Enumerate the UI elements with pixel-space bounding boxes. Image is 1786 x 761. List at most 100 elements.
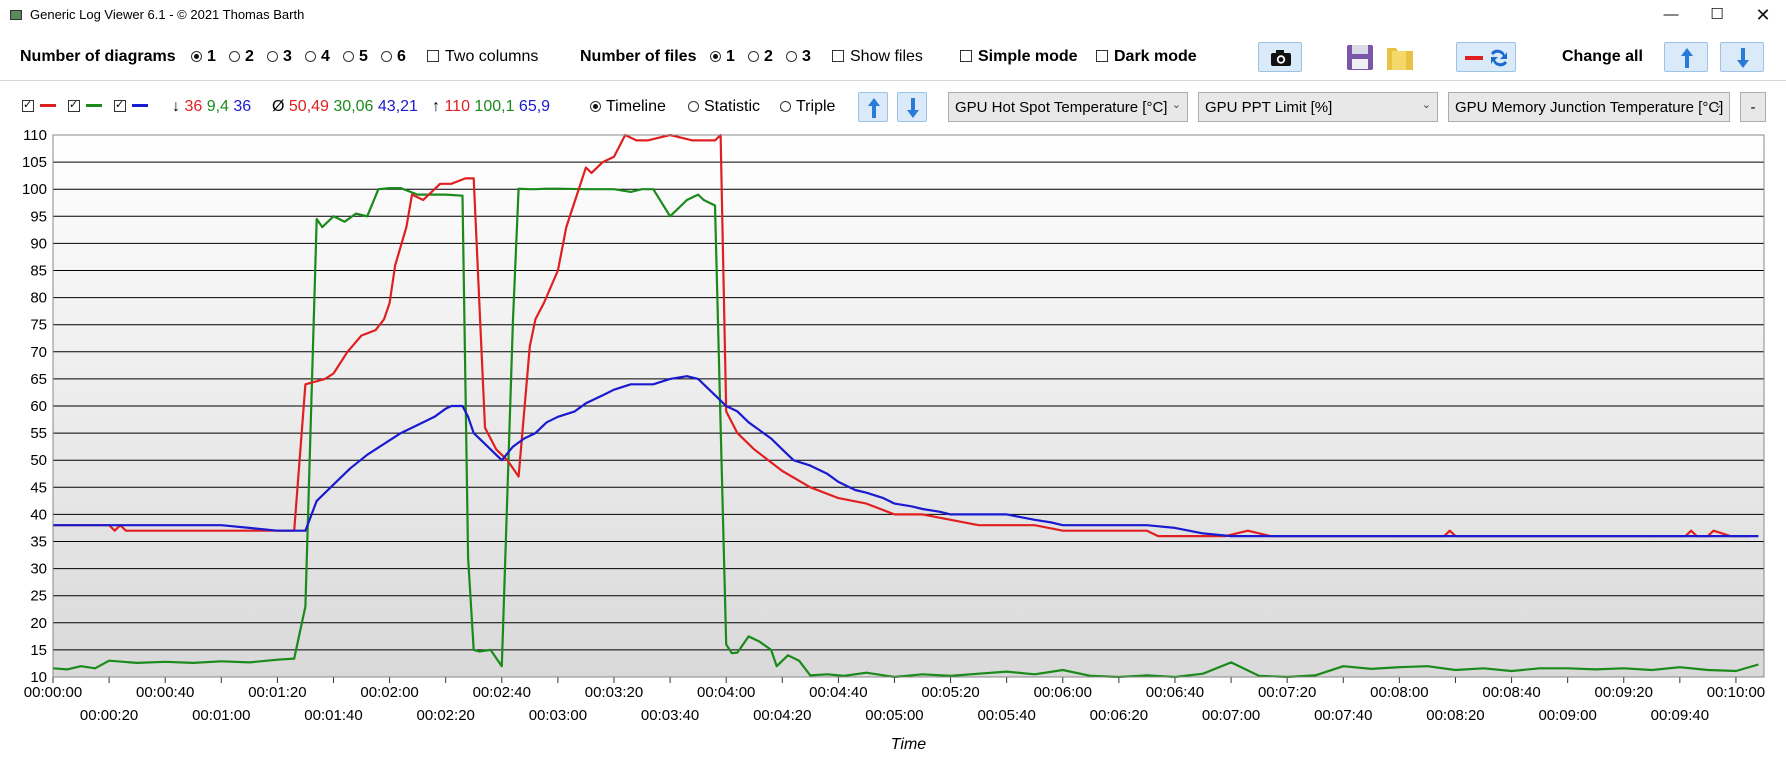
y-tick-label: 105 (22, 154, 47, 171)
y-tick-label: 55 (30, 425, 47, 442)
diagram-down-button[interactable] (897, 92, 927, 122)
minimize-button[interactable]: — (1663, 6, 1679, 23)
save-button[interactable] (1344, 42, 1376, 72)
radio-icon (343, 51, 354, 62)
diagram-option-4[interactable]: 4 (305, 48, 330, 66)
y-tick-label: 25 (30, 588, 47, 605)
chevron-down-icon: ⌄ (1171, 99, 1181, 111)
remove-sensor-button[interactable]: - (1740, 92, 1766, 122)
y-tick-label: 100 (22, 181, 47, 198)
radio-icon (590, 101, 601, 112)
x-tick-label: 00:03:20 (585, 684, 643, 701)
x-tick-label: 00:05:20 (921, 684, 979, 701)
dark-mode-checkbox[interactable]: Dark mode (1096, 48, 1197, 66)
sensor-select-2[interactable]: GPU PPT Limit [%] ⌄ (1198, 92, 1438, 122)
toolbar-divider (0, 80, 1786, 81)
radio-icon (267, 51, 278, 62)
view-triple-radio[interactable]: Triple (780, 98, 835, 116)
move-all-up-button[interactable] (1664, 42, 1708, 72)
x-tick-label: 00:09:40 (1651, 707, 1709, 724)
diagram-option-2[interactable]: 2 (229, 48, 254, 66)
diagram-option-5[interactable]: 5 (343, 48, 368, 66)
screenshot-button[interactable] (1258, 42, 1302, 72)
x-tick-label: 00:10:00 (1707, 684, 1765, 701)
min-values: ↓ 36 9,4 36 (172, 98, 252, 115)
file-option-1[interactable]: 1 (710, 48, 735, 66)
diagram-up-button[interactable] (858, 92, 888, 122)
main-toolbar: Number of diagrams 1 2 3 4 5 6 Two colum… (0, 40, 1786, 76)
chevron-down-icon: ⌄ (1713, 99, 1723, 111)
file-option-3[interactable]: 3 (786, 48, 811, 66)
view-statistic-radio[interactable]: Statistic (688, 98, 760, 116)
diagram-toolbar: ↓ 36 9,4 36 Ø 50,49 30,06 43,21 ↑ 110 10… (0, 88, 1786, 128)
checkbox-icon (832, 50, 844, 62)
sensor-select-1[interactable]: GPU Hot Spot Temperature [°C] ⌄ (948, 92, 1188, 122)
checkbox-icon (68, 98, 80, 112)
blue-line-swatch (132, 104, 148, 107)
diagram-option-1[interactable]: 1 (191, 48, 216, 66)
y-tick-label: 65 (30, 371, 47, 388)
x-tick-label: 00:08:00 (1370, 684, 1428, 701)
y-tick-label: 35 (30, 534, 47, 551)
diagram-option-6[interactable]: 6 (381, 48, 406, 66)
sensor-select-3[interactable]: GPU Memory Junction Temperature [°C] ⌄ (1448, 92, 1730, 122)
y-tick-label: 75 (30, 317, 47, 334)
files-label: Number of files (580, 48, 697, 65)
x-tick-label: 00:09:00 (1538, 707, 1596, 724)
x-tick-label: 00:00:20 (80, 707, 138, 724)
x-tick-label: 00:00:00 (24, 684, 82, 701)
y-tick-label: 95 (30, 208, 47, 225)
camera-icon (1271, 50, 1291, 66)
y-tick-label: 90 (30, 235, 47, 252)
y-tick-label: 10 (30, 669, 47, 686)
series-toggle-2[interactable] (68, 98, 102, 116)
series-toggle-1[interactable] (22, 98, 56, 116)
x-tick-label: 00:01:40 (304, 707, 362, 724)
series-line-1 (53, 133, 1750, 538)
radio-icon (305, 51, 316, 62)
x-tick-label: 00:06:40 (1146, 684, 1204, 701)
x-tick-label: 00:03:40 (641, 707, 699, 724)
y-tick-label: 110 (23, 128, 47, 144)
diagrams-label: Number of diagrams (20, 48, 176, 65)
file-option-2[interactable]: 2 (748, 48, 773, 66)
open-folder-button[interactable] (1384, 42, 1416, 72)
plot-border (52, 134, 1765, 678)
arrow-down-icon (1737, 48, 1749, 68)
timeline-chart: 10 15 20 25 30 35 40 45 50 55 60 65 70 75 80 85 90 95 100 1… (22, 128, 1765, 753)
x-tick-label: 00:08:40 (1482, 684, 1540, 701)
series-toggle-3[interactable] (114, 98, 148, 116)
close-button[interactable]: ✕ (1755, 5, 1771, 25)
maximize-button[interactable]: ☐ (1710, 6, 1724, 23)
checkbox-icon (1096, 50, 1108, 62)
app-icon (10, 10, 22, 20)
move-all-down-button[interactable] (1720, 42, 1764, 72)
green-line-swatch (86, 104, 102, 107)
x-axis-label: Time (891, 736, 927, 753)
x-tick-label: 00:01:20 (248, 684, 306, 701)
y-tick-label: 45 (30, 479, 47, 496)
max-values: ↑ 110 100,1 65,9 (432, 98, 551, 115)
two-columns-checkbox[interactable]: Two columns (427, 48, 538, 66)
radio-icon (229, 51, 240, 62)
simple-mode-checkbox[interactable]: Simple mode (960, 48, 1078, 66)
y-tick-label: 70 (30, 344, 47, 361)
x-tick-label: 00:02:00 (360, 684, 418, 701)
x-tick-label: 00:02:40 (473, 684, 531, 701)
x-tick-label: 00:03:00 (529, 707, 587, 724)
diagram-option-3[interactable]: 3 (267, 48, 292, 66)
folder-icon (1387, 48, 1413, 70)
save-icon (1347, 45, 1373, 70)
x-tick-label: 00:08:20 (1426, 707, 1484, 724)
view-timeline-radio[interactable]: Timeline (590, 98, 666, 116)
radio-icon (748, 51, 759, 62)
x-tick-label: 00:06:00 (1034, 684, 1092, 701)
show-files-checkbox[interactable]: Show files (832, 48, 923, 66)
x-tick-label: 00:07:20 (1258, 684, 1316, 701)
series-line-2 (52, 186, 1759, 679)
checkbox-icon (22, 98, 34, 112)
y-tick-label: 85 (30, 263, 47, 280)
swap-colors-button[interactable] (1456, 42, 1516, 72)
title-bar: Generic Log Viewer 6.1 - © 2021 Thomas B… (0, 0, 1786, 30)
change-all-label: Change all (1562, 48, 1643, 65)
